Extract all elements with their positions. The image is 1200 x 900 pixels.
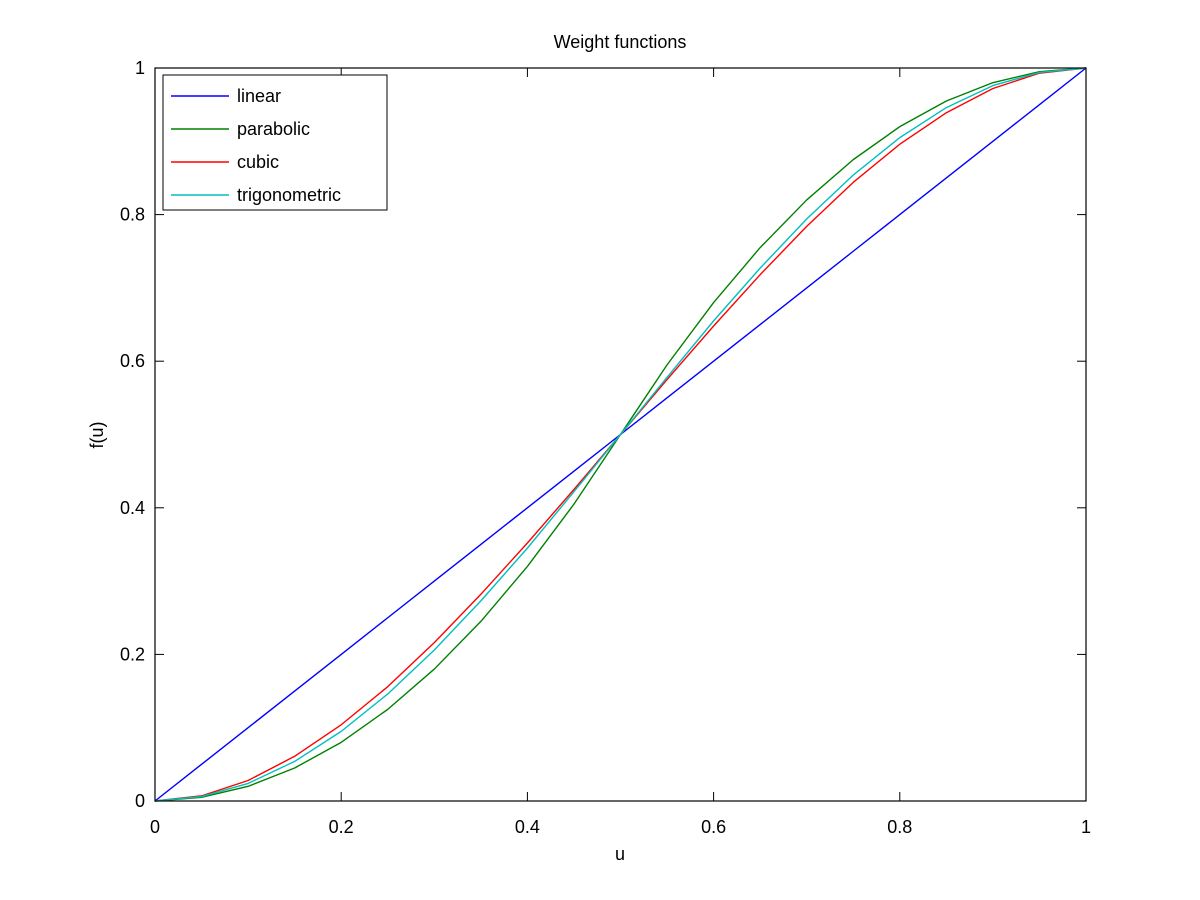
y-tick-label: 0.4 [120,498,145,518]
y-tick-label: 0.2 [120,644,145,664]
legend-label-cubic: cubic [237,152,279,172]
y-tick-label: 0 [135,791,145,811]
series-line-trigonometric [154,67,1087,802]
x-tick-label: 0.8 [887,817,912,837]
chart-title: Weight functions [554,32,687,52]
x-tick-label: 0.2 [329,817,354,837]
x-tick-label: 0 [150,817,160,837]
plot-area-frame [154,67,1087,802]
y-tick-label: 0.6 [120,351,145,371]
x-tick-label: 0.6 [701,817,726,837]
y-tick-label: 1 [135,58,145,78]
plot-series [154,67,1087,802]
y-axis-label: f(u) [87,422,107,449]
legend: linear parabolic cubic trigonometric [162,74,388,211]
x-tick-label: 1 [1081,817,1091,837]
x-axis-label: u [615,844,625,864]
legend-label-trigonometric: trigonometric [237,185,341,205]
legend-box [162,74,388,211]
legend-label-parabolic: parabolic [237,119,310,139]
y-tick-label: 0.8 [120,205,145,225]
x-tick-label: 0.4 [515,817,540,837]
legend-label-linear: linear [237,86,281,106]
